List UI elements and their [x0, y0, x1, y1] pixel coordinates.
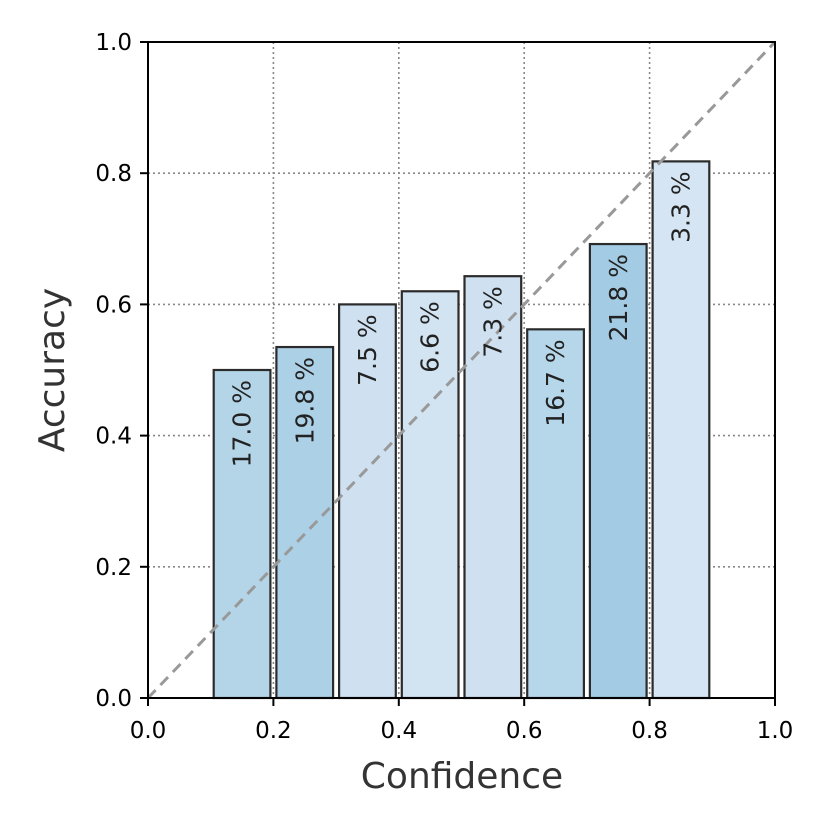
- x-tick-label: 0.0: [130, 718, 167, 744]
- bar-4: [400, 290, 460, 700]
- bar-3: [338, 303, 397, 700]
- bar-7: [588, 242, 648, 700]
- y-axis-title: Accuracy: [32, 288, 73, 452]
- perfect-calibration-line: [146, 40, 777, 700]
- x-tick-label: 0.6: [506, 718, 543, 744]
- x-tick-label: 0.2: [255, 718, 292, 744]
- y-tick-label: 0.0: [95, 686, 132, 712]
- y-tick-label: 0.8: [95, 161, 132, 187]
- axes-layer: 0.0 0.2 0.4 0.6 0.8 1.0 0.0 0.2 0.4 0.6 0.8 1.0: [95, 30, 793, 744]
- y-tick-label: 1.0: [95, 30, 132, 56]
- x-tick-label: 1.0: [757, 718, 794, 744]
- x-tick-label: 0.8: [631, 718, 668, 744]
- y-tick-label: 0.2: [95, 555, 132, 581]
- bar-label-8: 3.3 %: [666, 171, 695, 242]
- y-tick-label: 0.6: [95, 292, 132, 318]
- bar-label-2: 19.8 %: [290, 357, 319, 444]
- bar-labels-layer: 17.0 % 19.8 % 7.5 % 6.6 % 7.3 % 16.7 % 21.8 % 3…: [228, 171, 696, 467]
- x-axis-title: Confidence: [361, 756, 563, 797]
- bar-label-7: 21.8 %: [604, 254, 633, 341]
- reference-line-layer: [146, 40, 777, 700]
- bars-layer: [212, 160, 711, 700]
- bar-label-6: 16.7 %: [541, 339, 570, 426]
- y-tick-label: 0.4: [95, 424, 132, 450]
- bar-label-5: 7.3 %: [478, 286, 507, 357]
- bar-label-3: 7.5 %: [353, 314, 382, 385]
- x-tick-label: 0.4: [381, 718, 418, 744]
- bar-8: [651, 160, 711, 700]
- bar-label-1: 17.0 %: [228, 380, 257, 467]
- grid-layer: [148, 42, 775, 698]
- bar-2: [275, 345, 335, 700]
- bar-6: [526, 328, 586, 700]
- plot-frame: [147, 41, 776, 699]
- bar-label-4: 6.6 %: [416, 301, 445, 372]
